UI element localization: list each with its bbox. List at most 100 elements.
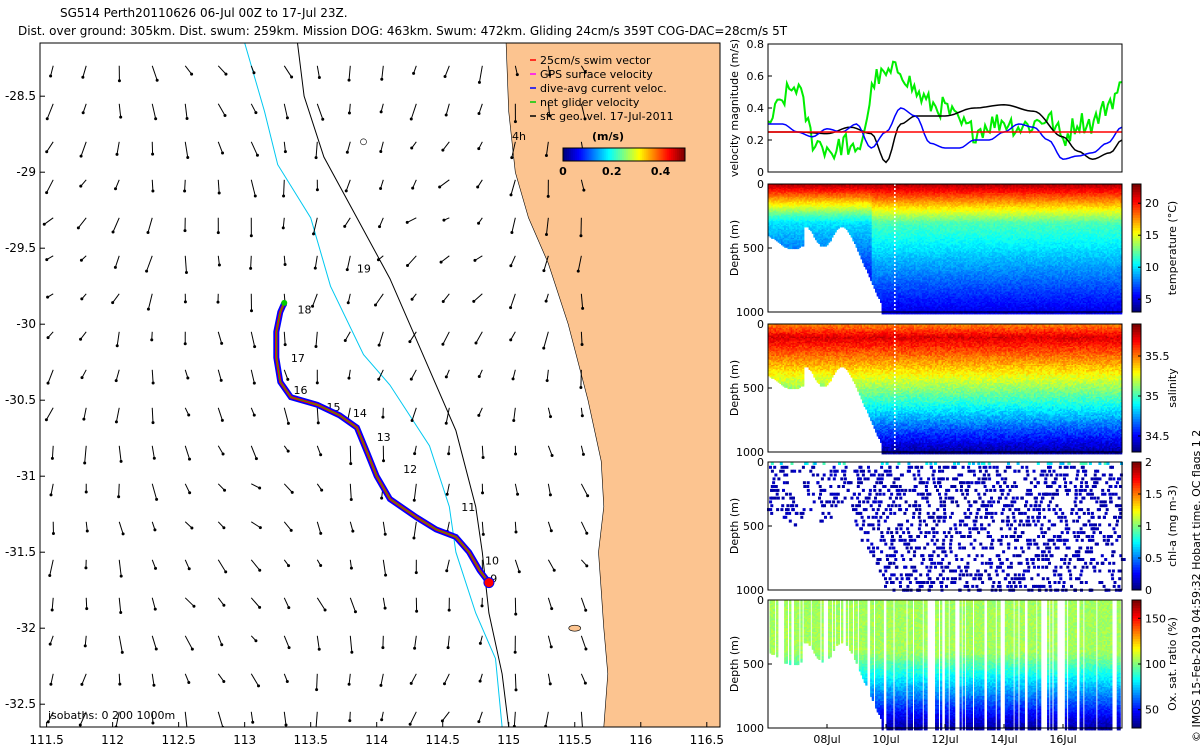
- velocity-vector-head: [111, 301, 114, 304]
- velocity-vector-head: [254, 111, 257, 114]
- velocity-vector-head: [118, 683, 121, 686]
- velocity-vector: [119, 484, 120, 497]
- velocity-vector-head: [45, 150, 48, 153]
- velocity-vector-head: [222, 526, 225, 529]
- velocity-vector-head: [514, 651, 517, 654]
- velocity-vector-head: [579, 386, 582, 389]
- y-tick-label: -32.5: [5, 697, 36, 711]
- velocity-vector-head: [512, 377, 515, 380]
- velocity-vector-head: [586, 494, 589, 497]
- velocity-vector-head: [545, 233, 548, 236]
- velocity-vector-head: [119, 116, 122, 119]
- velocity-vector-head: [344, 339, 347, 342]
- velocity-vector-head: [122, 532, 125, 535]
- velocity-vector-head: [84, 566, 87, 569]
- velocity-vector-head: [347, 301, 350, 304]
- velocity-vector-head: [184, 342, 187, 345]
- velocity-vector-head: [252, 71, 255, 74]
- velocity-vector-head: [380, 718, 383, 721]
- velocity-vector-head: [314, 267, 317, 270]
- velocity-vector-head: [249, 267, 252, 270]
- velocity-vector-head: [549, 415, 552, 418]
- colorbar-tick-label: 0.4: [651, 165, 671, 178]
- velocity-vector-head: [343, 225, 346, 228]
- velocity-vector: [251, 256, 252, 269]
- velocity-vector-head: [406, 221, 409, 224]
- velocity-vector-head: [284, 343, 287, 346]
- velocity-vector-head: [547, 195, 550, 198]
- velocity-vector-head: [349, 462, 352, 465]
- x-tick-label: 115.5: [558, 733, 592, 747]
- legend-label: 25cm/s swim vector: [540, 54, 651, 67]
- velocity-vector: [515, 674, 516, 690]
- velocity-vector-head: [155, 648, 158, 651]
- velocity-vector-head: [315, 156, 318, 159]
- velocity-vector-head: [351, 530, 354, 533]
- y-tick-label: 0.4: [747, 102, 765, 115]
- velocity-vector-head: [49, 74, 52, 77]
- velocity-vector-head: [51, 608, 54, 611]
- velocity-vector-head: [509, 264, 512, 267]
- velocity-vector-head: [152, 684, 155, 687]
- velocity-vector-head: [258, 569, 261, 572]
- velocity-vector-head: [318, 76, 321, 79]
- velocity-vector-head: [117, 495, 120, 498]
- velocity-vector-head: [191, 648, 194, 651]
- velocity-vector-head: [147, 308, 150, 311]
- velocity-vector-head: [481, 491, 484, 494]
- velocity-vector-head: [153, 457, 156, 460]
- day-label: 11: [461, 501, 475, 514]
- velocity-vector-head: [282, 194, 285, 197]
- velocity-vector-head: [312, 232, 315, 235]
- velocity-vector-head: [542, 269, 545, 272]
- velocity-vector-head: [585, 532, 588, 535]
- velocity-vector-head: [447, 646, 450, 649]
- velocity-vector-head: [581, 414, 584, 417]
- velocity-vector-head: [550, 645, 553, 648]
- x-tick-label: 113: [233, 733, 256, 747]
- velocity-vector-head: [77, 226, 80, 229]
- velocity-vector-head: [381, 646, 384, 649]
- velocity-vector-head: [413, 452, 416, 455]
- velocity-vector-head: [321, 118, 324, 121]
- data-point: [830, 239, 832, 241]
- velocity-vector-head: [222, 680, 225, 683]
- velocity-vector-head: [438, 185, 441, 188]
- velocity-vector-head: [413, 499, 416, 502]
- velocity-vector-head: [290, 76, 293, 79]
- x-tick-label: 114.5: [426, 733, 460, 747]
- velocity-vector-head: [79, 185, 82, 188]
- velocity-vector-head: [410, 378, 413, 381]
- velocity-vector-head: [80, 683, 83, 686]
- velocity-vector-head: [479, 642, 482, 645]
- colorbar-tick-label: 0: [559, 165, 567, 178]
- velocity-vector-head: [119, 611, 122, 614]
- velocity-vector-head: [408, 340, 411, 343]
- velocity-vector-head: [253, 382, 256, 385]
- colorbar-title: (m/s): [592, 130, 624, 143]
- velocity-vector-head: [354, 610, 357, 613]
- velocity-vector: [317, 674, 318, 690]
- velocity-vector-head: [481, 604, 484, 607]
- velocity-vector-head: [516, 73, 519, 76]
- velocity-vector-head: [114, 266, 117, 269]
- velocity-vector-head: [518, 570, 521, 573]
- velocity-vector-head: [444, 75, 447, 78]
- velocity-vector-head: [476, 186, 479, 189]
- velocity-vector-head: [550, 529, 553, 532]
- y-tick-label: -31: [16, 469, 36, 483]
- velocity-vector-head: [550, 607, 553, 610]
- velocity-vector-head: [188, 491, 191, 494]
- velocity-vector-head: [584, 609, 587, 612]
- velocity-vector-head: [186, 728, 189, 731]
- velocity-vector-head: [188, 458, 191, 461]
- velocity-vector-head: [577, 270, 580, 273]
- velocity-vector-head: [47, 382, 50, 385]
- velocity-vector-head: [287, 606, 290, 609]
- velocity-vector-head: [445, 113, 448, 116]
- velocity-vector: [119, 674, 120, 684]
- day-label: 10: [485, 554, 499, 567]
- figure-title: SG514 Perth20110626 06-Jul 00Z to 17-Jul…: [60, 6, 348, 20]
- velocity-vector-head: [115, 420, 118, 423]
